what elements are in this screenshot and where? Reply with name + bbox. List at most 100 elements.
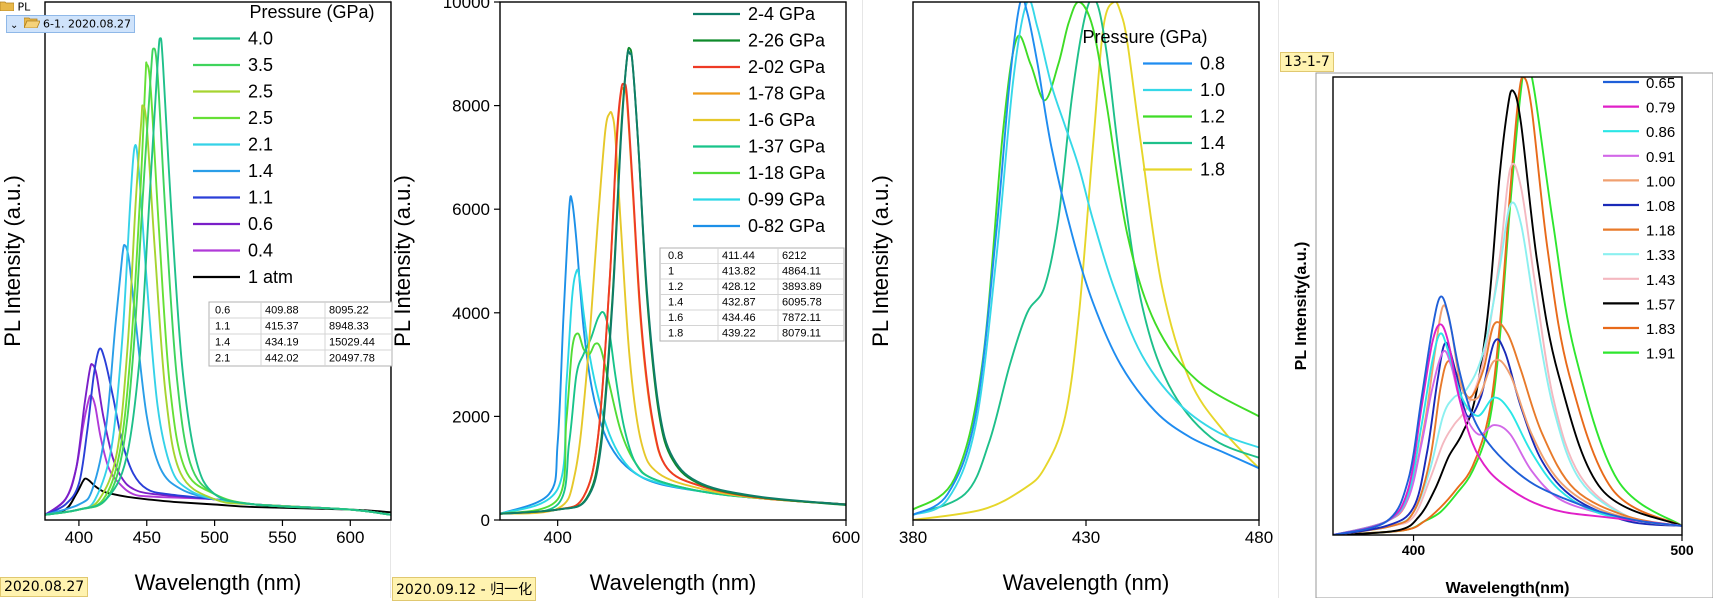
legend-label: 1.91 xyxy=(1646,346,1675,363)
series-line xyxy=(500,111,846,515)
legend-label: 4.0 xyxy=(248,29,273,49)
series-line xyxy=(913,2,1259,520)
x-tick-label: 430 xyxy=(1072,528,1100,547)
y-tick-label: 6000 xyxy=(452,200,490,219)
tree-item-folder[interactable]: ⌄ 6-1. 2020.08.27 xyxy=(6,15,135,33)
legend-label: 0.6 xyxy=(248,214,273,234)
x-tick-label: 450 xyxy=(133,528,161,547)
legend-label: 0.8 xyxy=(1200,54,1225,74)
legend-label: 1.43 xyxy=(1646,272,1675,289)
series-line xyxy=(1333,201,1682,535)
legend-title: Pressure (GPa) xyxy=(249,2,374,22)
y-axis-label: PL Intensity(a.u.) xyxy=(1293,242,1310,371)
data-table-cell: 0.8 xyxy=(668,250,683,262)
folder-open-icon xyxy=(22,16,41,33)
series-line xyxy=(500,49,846,515)
legend-label: 1.00 xyxy=(1646,173,1675,190)
data-table-cell: 1.6 xyxy=(668,312,683,324)
series-line xyxy=(1333,321,1682,535)
data-table-cell: 411.44 xyxy=(722,250,755,262)
page-tab[interactable]: 2020.08.27 xyxy=(0,577,89,597)
legend-label: 1-6 GPa xyxy=(748,110,816,130)
series-line xyxy=(913,2,1259,516)
data-table-cell: 1 xyxy=(668,266,674,278)
series-group xyxy=(1333,77,1682,535)
data-table-cell: 428.12 xyxy=(722,281,756,293)
data-table-cell: 3893.89 xyxy=(782,281,822,293)
data-table-cell: 409.88 xyxy=(265,305,299,317)
data-table-cell: 6095.78 xyxy=(782,297,822,309)
legend-label: 1.4 xyxy=(1200,133,1225,153)
data-table-cell: 6212 xyxy=(782,250,806,262)
series-line xyxy=(45,61,391,516)
series-line xyxy=(1333,162,1682,535)
data-table-cell: 434.19 xyxy=(265,337,299,349)
tree-root[interactable]: PL xyxy=(0,0,30,14)
series-group xyxy=(500,46,846,515)
page-tab[interactable]: 13-1-7 xyxy=(1280,52,1334,72)
data-table-cell: 1.2 xyxy=(668,281,683,293)
data-table-cell: 415.37 xyxy=(265,321,299,333)
series-group xyxy=(45,37,391,516)
data-table-cell: 413.82 xyxy=(722,266,756,278)
data-table-cell: 20497.78 xyxy=(329,353,375,365)
series-line xyxy=(1333,349,1682,535)
legend-label: 1-18 GPa xyxy=(748,163,826,183)
x-axis-label: Wavelength (nm) xyxy=(135,570,302,595)
x-tick-label: 400 xyxy=(1402,542,1426,558)
data-table-cell: 4864.11 xyxy=(782,266,821,278)
plot-axes-frame xyxy=(499,1,847,521)
legend-label: 1.08 xyxy=(1646,198,1675,215)
series-line xyxy=(1333,332,1682,535)
data-table-cell: 0.6 xyxy=(215,305,230,317)
legend-label: 1.18 xyxy=(1646,223,1675,240)
legend-label: 1.8 xyxy=(1200,160,1225,180)
chart-1: 400 450 500 550 600 Wavelength (nm) PL Intensi… xyxy=(0,1,393,595)
panel-divider xyxy=(1278,0,1279,598)
chevron-down-icon[interactable]: ⌄ xyxy=(10,19,19,31)
legend-label: 0.91 xyxy=(1646,149,1675,166)
legend-label: 0.65 xyxy=(1646,75,1675,92)
y-tick-label: 0 xyxy=(481,511,490,530)
series-line xyxy=(913,2,1259,516)
page-tab[interactable]: 2020.09.12 - 归一化 xyxy=(392,577,537,601)
data-table-cell: 1.8 xyxy=(668,328,683,340)
y-axis-label: PL Intensity (a.u.) xyxy=(390,175,415,347)
series-line xyxy=(1333,323,1682,535)
panel-divider xyxy=(862,0,863,598)
x-axis-label: Wavelength (nm) xyxy=(1003,570,1170,595)
data-table-cell: 7872.11 xyxy=(782,312,821,324)
legend-label: 1.83 xyxy=(1646,321,1675,338)
legend-title: Pressure (GPa) xyxy=(1082,27,1207,47)
y-axis-label: PL Intensity (a.u.) xyxy=(868,175,893,347)
tree-item-label: 6-1. 2020.08.27 xyxy=(43,17,131,31)
legend-label: 1-37 GPa xyxy=(748,137,826,157)
x-axis-label: Wavelength(nm) xyxy=(1446,580,1570,597)
x-axis-label: Wavelength (nm) xyxy=(590,570,757,595)
y-tick-label: 4000 xyxy=(452,304,490,323)
legend-label: 2.5 xyxy=(248,82,273,102)
legend-label: 1.2 xyxy=(1200,107,1225,127)
legend-label: 1.4 xyxy=(248,161,273,181)
x-tick-label: 400 xyxy=(65,528,93,547)
legend-label: 0.79 xyxy=(1646,100,1675,117)
data-table-cell: 434.46 xyxy=(722,312,756,324)
series-line xyxy=(45,104,391,516)
series-group xyxy=(913,2,1259,520)
data-table-cell: 1.4 xyxy=(215,337,230,349)
x-tick-label: 600 xyxy=(336,528,364,547)
data-table: 0.8 411.44 6212 1 413.82 4864.11 1.2 428.12 3893… xyxy=(659,247,845,342)
data-table: 0.6 409.88 8095.22 1.1 415.37 8948.33 1.4 434.1… xyxy=(208,301,393,367)
legend-label: 1.1 xyxy=(248,188,273,208)
legend-label: 2-4 GPa xyxy=(748,4,816,24)
tree-root-label: PL xyxy=(17,0,31,14)
y-tick-label: 10000 xyxy=(443,0,490,12)
y-tick-label: 8000 xyxy=(452,97,490,116)
legend-label: 0-82 GPa xyxy=(748,216,826,236)
series-line xyxy=(1333,77,1682,535)
x-tick-label: 380 xyxy=(899,528,927,547)
plot-axes-frame xyxy=(1332,76,1683,536)
data-table-cell: 8079.11 xyxy=(782,328,821,340)
series-line xyxy=(45,363,391,516)
